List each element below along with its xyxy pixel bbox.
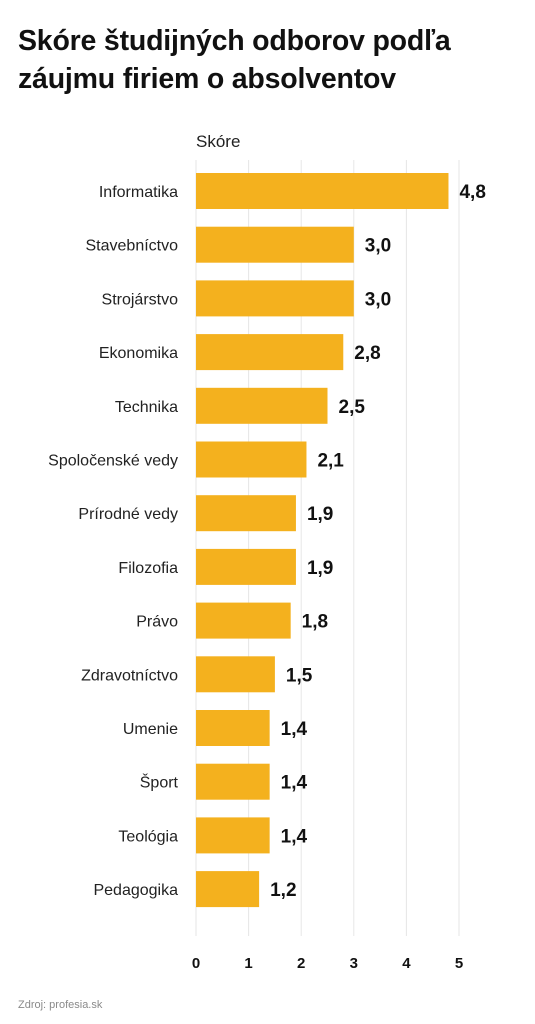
value-label-10: 1,4	[281, 719, 308, 740]
value-label-13: 1,2	[270, 880, 296, 901]
bar-13	[196, 871, 260, 908]
bar-2	[196, 280, 354, 317]
category-label-13: Pedagogika	[93, 882, 178, 899]
category-label-0: Informatika	[99, 184, 178, 201]
bar-5	[196, 441, 307, 478]
value-label-4: 2,5	[339, 397, 366, 418]
category-label-11: Šport	[140, 773, 179, 792]
bar-3	[196, 334, 344, 371]
value-label-7: 1,9	[307, 558, 333, 579]
value-label-6: 1,9	[307, 504, 333, 525]
x-tick-label-3: 3	[350, 955, 358, 972]
category-label-3: Ekonomika	[99, 345, 178, 362]
bar-12	[196, 817, 270, 854]
category-label-9: Zdravotníctvo	[81, 667, 178, 684]
category-label-10: Umenie	[123, 721, 178, 738]
bar-7	[196, 548, 296, 585]
source-note: Zdroj: profesia.sk	[18, 999, 103, 1011]
x-tick-label-5: 5	[455, 955, 463, 972]
value-label-8: 1,8	[302, 612, 328, 633]
x-tick-label-1: 1	[244, 955, 252, 972]
bar-8	[196, 602, 291, 639]
bar-0	[196, 173, 449, 209]
value-label-12: 1,4	[281, 826, 308, 847]
category-label-7: Filozofia	[118, 560, 178, 577]
chart-title: Skóre študijných odborov podľa záujmu fi…	[18, 25, 451, 95]
value-label-3: 2,8	[354, 343, 380, 364]
bar-1	[196, 226, 354, 263]
category-label-2: Strojárstvo	[102, 291, 179, 308]
x-tick-label-0: 0	[192, 955, 200, 972]
bar-4	[196, 387, 328, 424]
bar-11	[196, 763, 270, 800]
value-label-1: 3,0	[365, 236, 391, 257]
value-label-11: 1,4	[281, 773, 308, 794]
category-label-1: Stavebníctvo	[86, 238, 179, 255]
category-label-4: Technika	[115, 399, 178, 416]
bar-10	[196, 710, 270, 746]
value-label-5: 2,1	[317, 451, 344, 472]
value-label-2: 3,0	[365, 289, 391, 310]
x-tick-label-4: 4	[402, 955, 411, 972]
bar-9	[196, 656, 275, 693]
x-tick-label-2: 2	[297, 955, 305, 972]
category-label-8: Právo	[136, 614, 178, 631]
bar-6	[196, 495, 296, 532]
category-label-6: Prírodné vedy	[78, 506, 178, 523]
value-label-0: 4,8	[459, 182, 485, 203]
x-axis-title: Skóre	[196, 132, 241, 151]
category-label-12: Teológia	[118, 828, 178, 845]
category-label-5: Spoločenské vedy	[48, 453, 178, 470]
value-label-9: 1,5	[286, 665, 313, 686]
